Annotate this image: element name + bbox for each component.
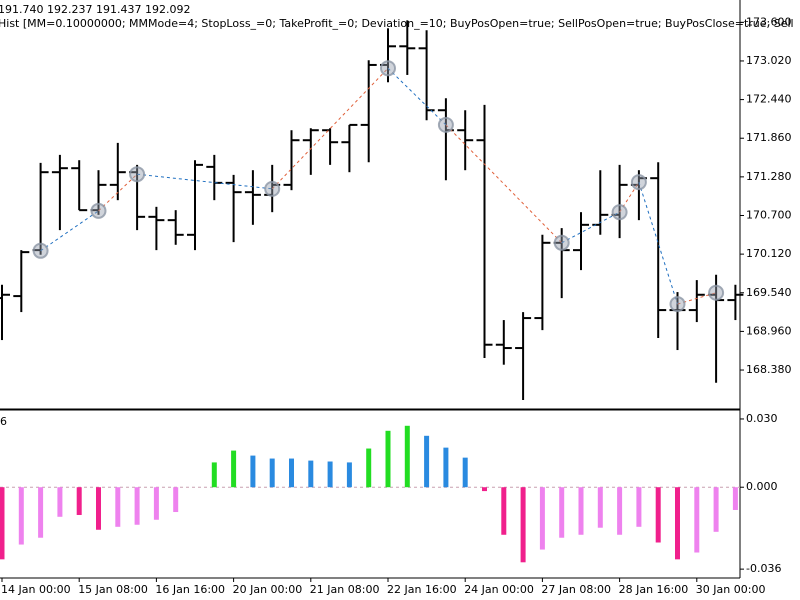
histogram-bar [327, 461, 333, 488]
histogram-bar [424, 435, 430, 488]
histogram-bar [520, 487, 526, 563]
histogram-bar [443, 447, 449, 488]
histogram-bar [617, 487, 623, 535]
histogram-bar [462, 457, 468, 488]
signal-marker [90, 202, 107, 219]
histogram-bar [366, 448, 372, 488]
histogram-bar [636, 487, 642, 527]
histogram-bar [675, 487, 680, 560]
signal-marker [32, 242, 49, 259]
signal-marker [708, 284, 725, 301]
signal-marker [630, 174, 647, 191]
histogram-bar [559, 487, 565, 538]
signal-marker [553, 234, 570, 251]
histogram-bar [597, 487, 603, 528]
x-tick-label: 22 Jan 16:00 [387, 583, 457, 596]
histogram-bar [501, 487, 507, 535]
x-tick-label: 15 Jan 08:00 [78, 583, 148, 596]
signal-marker [669, 296, 686, 313]
y-tick-label: 0.000 [746, 480, 778, 493]
indicator-title: 6 [0, 415, 7, 428]
histogram-bar [404, 425, 410, 488]
histogram-bar [655, 487, 661, 543]
histogram-bar [308, 460, 314, 488]
histogram-bar [482, 487, 487, 492]
x-tick-label: 27 Jan 08:00 [541, 583, 611, 596]
signal-marker [611, 204, 628, 221]
histogram-bar [269, 458, 275, 488]
histogram-bar [18, 487, 24, 545]
histogram-bar [694, 487, 700, 553]
histogram-bar [289, 458, 294, 488]
histogram-bar [346, 462, 352, 488]
chart-title: 191.740 192.237 191.437 192.092 [0, 3, 190, 16]
y-tick-label: 171.860 [746, 131, 792, 144]
x-tick-label: 30 Jan 00:00 [696, 583, 766, 596]
y-tick-label: 168.960 [746, 324, 792, 337]
histogram-bar [134, 487, 140, 525]
y-tick-label: 170.120 [746, 247, 792, 260]
signal-marker [437, 116, 454, 133]
histogram-bar [713, 487, 719, 532]
histogram-bar [96, 487, 101, 530]
histogram-bar [250, 455, 256, 488]
histogram-bar [57, 487, 63, 517]
zigzag-segment [271, 67, 389, 190]
y-tick-label: 169.540 [746, 286, 792, 299]
chart-subtitle: Hist [MM=0.10000000; MMMode=4; StopLoss_… [0, 17, 794, 30]
x-tick-label: 16 Jan 16:00 [155, 583, 225, 596]
signal-marker [129, 166, 146, 183]
y-tick-label: 168.380 [746, 363, 792, 376]
y-tick-label: 173.020 [746, 54, 792, 67]
histogram-bar [578, 487, 584, 535]
y-tick-label: -0.036 [746, 562, 781, 575]
y-tick-label: 0.030 [746, 412, 778, 425]
zigzag-segment [98, 173, 138, 212]
histogram-bar [732, 487, 738, 510]
x-tick-label: 21 Jan 08:00 [310, 583, 380, 596]
zigzag-segment [137, 173, 273, 190]
x-tick-label: 14 Jan 00:00 [1, 583, 71, 596]
y-tick-label: 171.280 [746, 170, 792, 183]
y-tick-label: 173.600 [746, 15, 792, 28]
histogram-bar [38, 487, 44, 538]
zigzag-segment [561, 211, 620, 244]
x-tick-label: 24 Jan 00:00 [464, 583, 534, 596]
histogram-bar [385, 430, 391, 488]
histogram-bar [115, 487, 121, 527]
histogram-bar [211, 462, 217, 488]
histogram-bar [76, 487, 82, 515]
x-tick-label: 20 Jan 00:00 [233, 583, 303, 596]
zigzag-segment [387, 67, 447, 126]
signal-marker [264, 180, 281, 197]
y-tick-label: 170.700 [746, 208, 792, 221]
histogram-bar [0, 487, 5, 560]
signal-marker [380, 60, 396, 77]
histogram-bar [539, 487, 545, 550]
histogram-bar [173, 487, 179, 513]
histogram-bar [231, 450, 237, 488]
y-tick-label: 172.440 [746, 93, 792, 106]
x-tick-label: 28 Jan 16:00 [619, 583, 689, 596]
histogram-bar [153, 487, 159, 520]
